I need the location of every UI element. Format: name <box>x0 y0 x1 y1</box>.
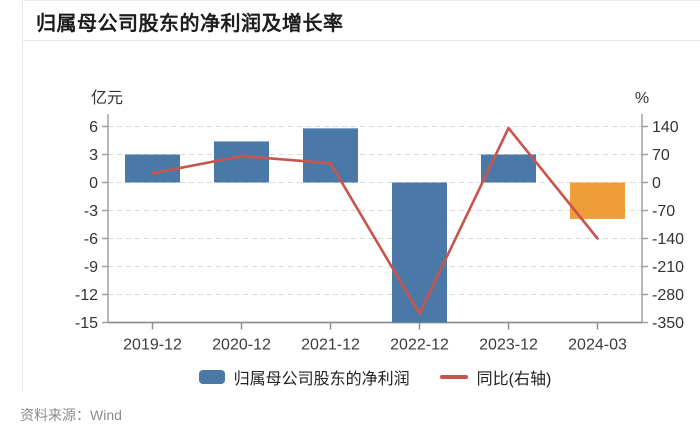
legend-line-label: 同比(右轴) <box>476 371 552 388</box>
x-label-2020-12: 2020-12 <box>212 337 271 354</box>
right-tick-label--140: -140 <box>652 231 684 248</box>
right-tick-label--280: -280 <box>652 287 684 304</box>
right-tick-label--210: -210 <box>652 259 684 276</box>
line-swatch-icon <box>439 375 468 379</box>
left-tick-label-0: 0 <box>89 175 98 192</box>
title-divider <box>22 40 700 41</box>
bar-2024-03 <box>570 182 625 219</box>
bar-2020-12 <box>214 141 269 183</box>
left-tick-label--12: -12 <box>75 287 98 304</box>
right-tick-label-140: 140 <box>652 119 679 136</box>
left-tick-label-3: 3 <box>89 147 98 164</box>
bar-2021-12 <box>303 128 358 183</box>
x-label-2019-12: 2019-12 <box>123 337 182 354</box>
left-tick-label-6: 6 <box>89 119 98 136</box>
legend-item-yoy[interactable]: 同比(右轴) <box>439 365 552 389</box>
x-label-2024-03: 2024-03 <box>568 337 627 354</box>
right-tick-label-0: 0 <box>652 175 661 192</box>
data-source: 资料来源：Wind <box>20 407 122 423</box>
bar-2022-12 <box>392 182 447 323</box>
yoy-trend-line <box>151 126 599 316</box>
left-tick-label--15: -15 <box>75 315 98 332</box>
x-label-2023-12: 2023-12 <box>479 337 538 354</box>
chart-legend: 归属母公司股东的净利润 同比(右轴) <box>108 365 642 389</box>
left-tick-label--9: -9 <box>84 259 98 276</box>
left-tick-label--6: -6 <box>84 231 98 248</box>
x-label-2021-12: 2021-12 <box>301 337 360 354</box>
right-tick-label-70: 70 <box>652 147 670 164</box>
left-axis-unit: 亿元 <box>91 89 123 107</box>
right-axis-unit: % <box>635 90 649 107</box>
card-top-border <box>22 0 700 1</box>
x-label-2022-12: 2022-12 <box>390 337 449 354</box>
bar-swatch-icon <box>198 370 225 384</box>
chart-title: 归属母公司股东的净利润及增长率 <box>36 13 344 35</box>
legend-item-net-profit[interactable]: 归属母公司股东的净利润 <box>198 365 410 389</box>
card-left-border <box>22 0 23 393</box>
right-tick-label--350: -350 <box>652 315 684 332</box>
left-tick-label--3: -3 <box>84 203 98 220</box>
legend-bar-label: 归属母公司股东的净利润 <box>233 371 410 388</box>
right-tick-label--70: -70 <box>652 203 675 220</box>
